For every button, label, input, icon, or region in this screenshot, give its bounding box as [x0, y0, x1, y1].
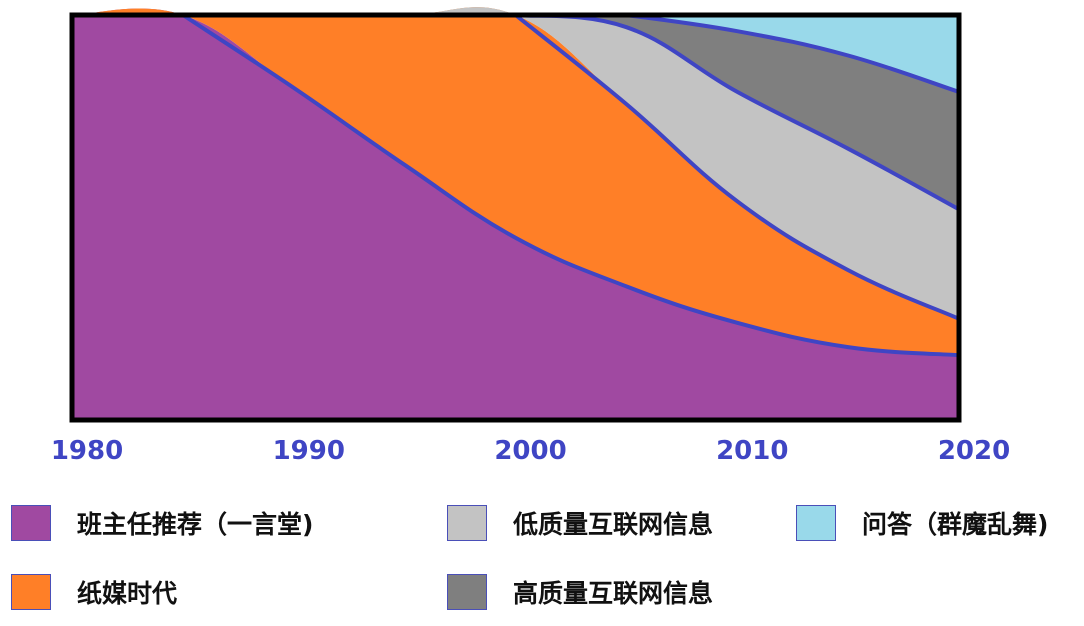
legend-swatch-high-quality-internet — [447, 574, 487, 610]
area-print-media — [72, 7, 959, 356]
legend-swatch-low-quality-internet — [447, 505, 487, 541]
legend-label-qa-sites: 问答（群魔乱舞) — [862, 510, 1049, 539]
legend-item-qa-sites: 问答（群魔乱舞) — [796, 505, 1048, 541]
x-tick-label: 1980 — [50, 436, 124, 466]
legend-label-print-media: 纸媒时代 — [77, 579, 178, 608]
boundary-line-homeroom-teacher — [181, 13, 960, 358]
legend-item-low-quality-internet: 低质量互联网信息 — [447, 505, 713, 541]
boundary-line-high-quality-internet — [626, 13, 960, 94]
plot-frame — [69, 12, 962, 423]
area-low-quality-internet — [72, 7, 959, 319]
area-homeroom-teacher — [72, 8, 959, 421]
legend-item-homeroom-teacher: 班主任推荐（一言堂) — [11, 505, 313, 541]
x-tick-label: 1990 — [272, 436, 345, 466]
area-qa-sites — [72, 13, 959, 92]
boundary-line-print-media — [514, 13, 960, 321]
x-tick-label: 2020 — [937, 436, 1011, 466]
x-tick-label: 2000 — [494, 436, 567, 466]
legend-item-print-media: 纸媒时代 — [11, 574, 177, 610]
legend-item-high-quality-internet: 高质量互联网信息 — [447, 574, 713, 610]
legend-swatch-homeroom-teacher — [11, 505, 51, 541]
x-tick-label: 2010 — [716, 436, 789, 466]
boundary-line-low-quality-internet — [515, 13, 960, 212]
legend-label-low-quality-internet: 低质量互联网信息 — [513, 510, 714, 539]
legend-label-high-quality-internet: 高质量互联网信息 — [513, 579, 714, 608]
legend-label-homeroom-teacher: 班主任推荐（一言堂) — [77, 510, 314, 539]
legend-swatch-qa-sites — [796, 505, 836, 541]
legend-swatch-print-media — [11, 574, 51, 610]
area-high-quality-internet — [72, 13, 959, 210]
